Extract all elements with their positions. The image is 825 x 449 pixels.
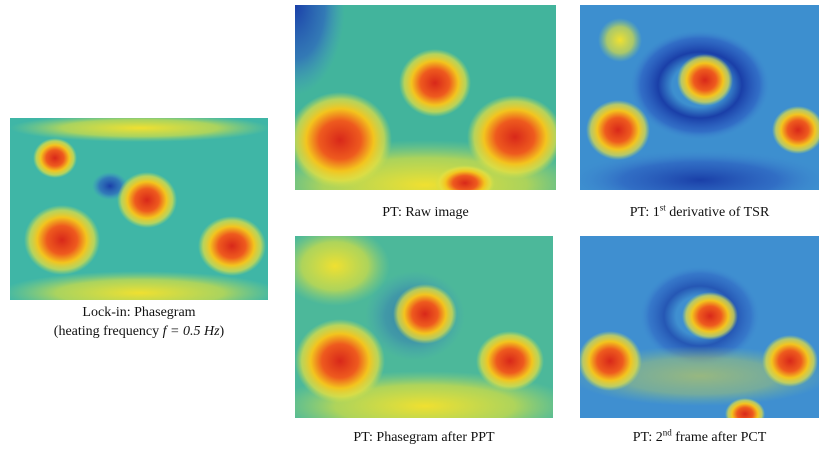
caption-text: Lock-in: Phasegram bbox=[82, 305, 195, 320]
caption: PT: 2nd frame after PCT bbox=[580, 428, 819, 447]
caption: PT: Phasegram after PPT bbox=[295, 428, 553, 447]
thermal-image bbox=[295, 236, 553, 418]
caption: PT: Raw image bbox=[295, 203, 556, 222]
figure: Lock-in: Phasegram (heating frequency f =… bbox=[0, 0, 825, 449]
caption-text: derivative of TSR bbox=[666, 205, 770, 220]
caption-text: PT: Phasegram after PPT bbox=[353, 430, 494, 445]
caption-line: PT: Phasegram after PPT bbox=[295, 428, 553, 447]
caption: PT: 1st derivative of TSR bbox=[580, 203, 819, 222]
caption-line: PT: 2nd frame after PCT bbox=[580, 428, 819, 447]
caption-text: PT: 2 bbox=[633, 430, 663, 445]
caption-text: frame after PCT bbox=[672, 430, 766, 445]
caption-line: PT: Raw image bbox=[295, 203, 556, 222]
caption-line: Lock-in: Phasegram bbox=[10, 303, 268, 322]
superscript: nd bbox=[663, 427, 672, 437]
caption: Lock-in: Phasegram (heating frequency f =… bbox=[10, 303, 268, 341]
caption-text: (heating frequency bbox=[54, 324, 163, 339]
thermal-image bbox=[295, 5, 556, 190]
caption-text: PT: Raw image bbox=[382, 205, 468, 220]
italic-text: f = 0.5 Hz bbox=[163, 324, 220, 339]
caption-text: ) bbox=[220, 324, 225, 339]
thermal-image bbox=[580, 5, 819, 190]
caption-line: PT: 1st derivative of TSR bbox=[580, 203, 819, 222]
caption-text: PT: 1 bbox=[630, 205, 660, 220]
thermal-image bbox=[10, 118, 268, 300]
thermal-image bbox=[580, 236, 819, 418]
caption-line: (heating frequency f = 0.5 Hz) bbox=[10, 322, 268, 341]
